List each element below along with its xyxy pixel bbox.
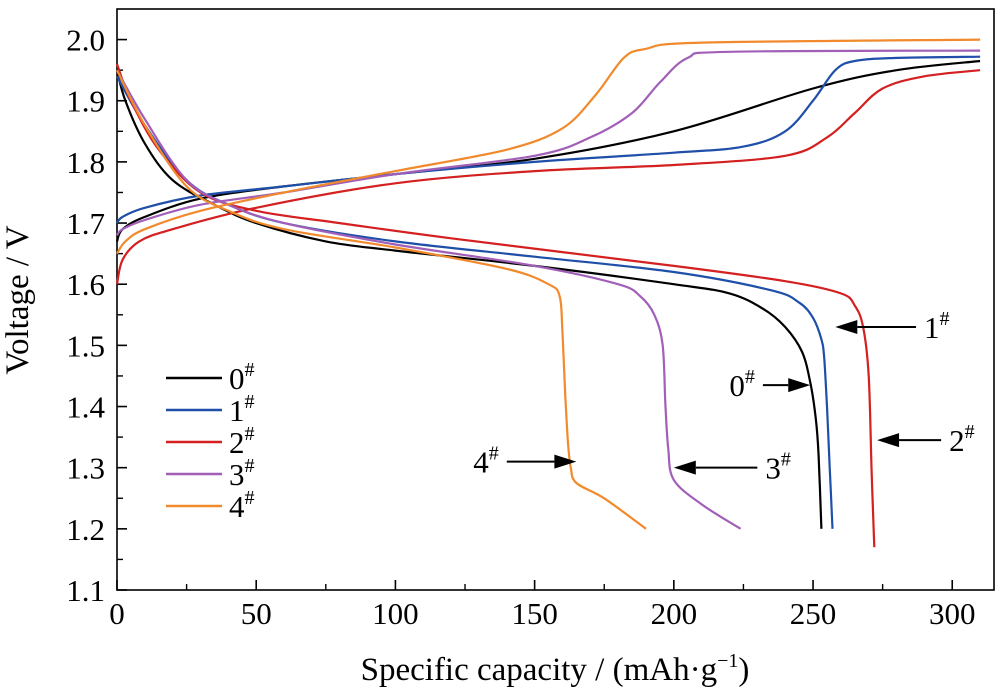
- legend: 0#1#2#3#4#: [166, 359, 255, 524]
- annotation-label-2: 2#: [949, 421, 975, 458]
- series-2-discharge-line: [115, 63, 876, 548]
- legend-label-2: 2#: [229, 423, 255, 460]
- y-tick-label: 1.7: [66, 206, 105, 241]
- data-series: [115, 38, 981, 548]
- x-tick-label: 300: [929, 596, 976, 631]
- legend-label-3: 3#: [229, 455, 255, 492]
- x-tick-label: 100: [372, 596, 419, 631]
- y-tick-label: 1.4: [66, 390, 105, 425]
- annotation-arrow-head: [835, 320, 858, 335]
- x-axis-title: Specific capacity / (mAh·g−1): [361, 650, 750, 688]
- series-3-charge-line: [116, 49, 981, 237]
- y-tick-label: 1.5: [66, 328, 105, 363]
- series-4-discharge-line: [116, 69, 647, 530]
- annotation-label-3: 3#: [765, 449, 791, 486]
- plot-frame: [116, 8, 995, 591]
- x-tick-label: 150: [511, 596, 558, 631]
- x-tick-label: 50: [241, 596, 272, 631]
- series-3-discharge-line: [116, 69, 742, 530]
- y-tick-label: 1.2: [66, 512, 105, 547]
- y-tick-label: 1.8: [66, 145, 105, 180]
- series-1-charge-line: [116, 55, 981, 224]
- annotation-arrow-head: [673, 460, 696, 475]
- x-tick-label: 250: [790, 596, 837, 631]
- annotation-label-0: 0#: [729, 366, 755, 403]
- series-0-discharge-line: [115, 69, 823, 529]
- y-tick-label: 1.9: [66, 84, 105, 119]
- y-axis-title: Voltage / V: [0, 225, 36, 374]
- y-tick-label: 1.1: [66, 573, 105, 608]
- series-annotations: 0# 1# 2# 3# 4#: [473, 308, 974, 486]
- legend-label-1: 1#: [229, 391, 255, 428]
- y-tick-label: 1.3: [66, 451, 105, 486]
- x-tick-label: 0: [109, 596, 125, 631]
- annotation-arrow-head: [554, 454, 577, 469]
- annotation-label-1: 1#: [924, 308, 950, 345]
- y-tick-label: 2.0: [66, 23, 105, 58]
- annotation-arrow-head: [877, 433, 900, 448]
- legend-label-4: 4#: [229, 487, 255, 524]
- legend-label-0: 0#: [229, 359, 255, 396]
- series-0-charge-line: [115, 59, 981, 242]
- y-tick-label: 1.6: [66, 267, 105, 302]
- annotation-arrow-head: [788, 378, 811, 393]
- series-2-charge-line: [115, 69, 981, 285]
- series-4-charge-line: [116, 38, 981, 255]
- x-tick-label: 200: [651, 596, 698, 631]
- axis-ticks: 0 50 100 150 200 250 300 1.1 1.2 1.3 1.4 1.5 1.6 1.7 1…: [66, 23, 975, 631]
- annotation-label-4: 4#: [473, 443, 499, 480]
